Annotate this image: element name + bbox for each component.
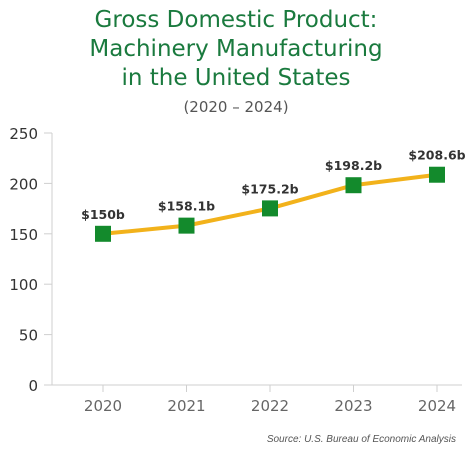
x-tick-label: 2023 — [334, 397, 372, 415]
y-tick-label: 150 — [9, 226, 38, 244]
data-label: $198.2b — [325, 158, 382, 173]
data-point-marker — [95, 225, 111, 242]
data-point-marker — [178, 217, 195, 234]
data-label: $175.2b — [241, 181, 298, 196]
data-point-marker — [262, 200, 278, 217]
chart-title-line-3: in the United States — [121, 65, 351, 91]
data-point-marker — [429, 166, 445, 183]
y-tick-label: 50 — [19, 327, 38, 345]
chart-title-line-2: Machinery Manufacturing — [89, 36, 383, 62]
x-tick-label: 2024 — [418, 397, 456, 415]
data-label: $208.6b — [408, 148, 465, 163]
y-tick-label: 200 — [9, 175, 38, 193]
data-point-marker — [345, 177, 362, 194]
x-tick-label: 2020 — [84, 397, 122, 415]
y-tick-label: 0 — [28, 377, 38, 395]
y-tick-label: 250 — [9, 125, 38, 143]
data-label: $158.1b — [158, 199, 215, 214]
source-note: Source: U.S. Bureau of Economic Analysis — [266, 434, 456, 445]
data-label: $150b — [81, 207, 125, 222]
chart-title-line-1: Gross Domestic Product: — [94, 7, 378, 33]
chart-subtitle: (2020 – 2024) — [183, 98, 289, 116]
x-tick-label: 2022 — [251, 397, 289, 415]
x-tick-label: 2021 — [167, 397, 205, 415]
y-tick-label: 100 — [9, 276, 38, 294]
